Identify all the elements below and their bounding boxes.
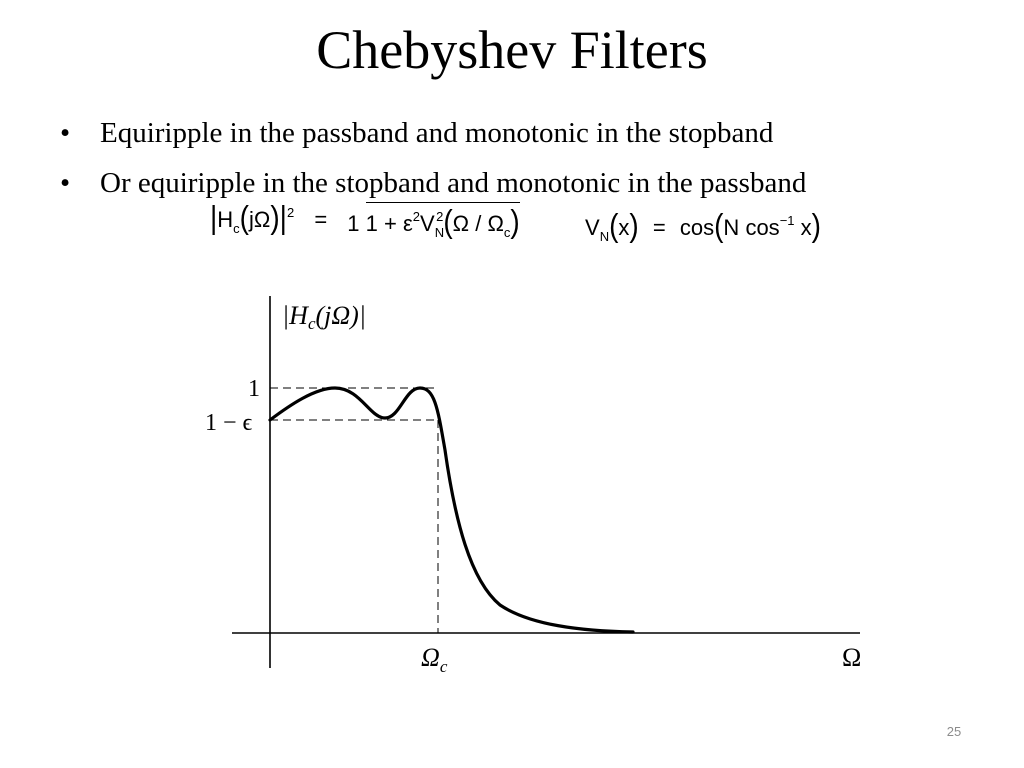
den-eps-power: 2 (412, 209, 421, 225)
y-label-h: |H (282, 301, 309, 330)
den-paren-close: ) (510, 203, 520, 240)
poly-x: x (618, 215, 630, 240)
eq-power: 2 (286, 205, 295, 220)
y-label-sub: c (308, 314, 316, 333)
y-axis-label: |Hc(jΩ)| (282, 301, 366, 333)
eq-h-sub: c (233, 221, 240, 236)
den-prefix: 1 + ε (365, 211, 413, 237)
den-paren-open: ( (443, 203, 453, 240)
poly-paren-open: ( (609, 207, 619, 244)
poly-n: N (723, 215, 740, 240)
poly-arg: x (800, 215, 812, 240)
bullet-marker: • (60, 117, 71, 149)
fraction-numerator: 1 (347, 211, 360, 237)
page-number: 25 (946, 724, 962, 739)
chebyshev-polynomial-equation: VN(x) = cos(N cos−1 x) (585, 207, 821, 244)
tick-label-one-minus-eps: 1 − ϵ (205, 410, 253, 436)
fraction: 1 1 + ε2VN2(Ω / Ωc) (347, 202, 520, 241)
bullet-list: • Equiripple in the passband and monoton… (60, 108, 980, 208)
tick-label-cutoff: Ωc (421, 643, 448, 676)
eq-equals: = (314, 207, 328, 232)
den-v-sub: N (434, 225, 445, 241)
y-label-arg: (jΩ)| (315, 301, 366, 330)
bullet-item: • Or equiripple in the stopband and mono… (60, 158, 980, 208)
den-v-power: 2 (436, 209, 444, 225)
bullet-item: • Equiripple in the passband and monoton… (60, 108, 980, 158)
den-v: V (420, 211, 435, 237)
poly-inv-power: −1 (779, 213, 795, 228)
paren-close: ) (270, 199, 280, 236)
abs-close: | (279, 199, 287, 236)
slide-title: Chebyshev Filters (316, 20, 708, 80)
eq-h: H (217, 207, 234, 232)
tick-label-one: 1 (248, 376, 260, 402)
poly-outer-paren-close: ) (811, 207, 821, 244)
bullet-text: Equiripple in the passband and monotonic… (100, 117, 774, 149)
poly-equals: = (652, 215, 666, 240)
den-ratio-sub: c (503, 225, 511, 241)
poly-cos: cos (679, 215, 715, 240)
cutoff-sub: c (440, 657, 448, 676)
poly-v-sub: N (599, 229, 610, 244)
poly-outer-paren-open: ( (714, 207, 724, 244)
x-axis-label: Ω (842, 643, 861, 672)
poly-v: V (585, 215, 600, 240)
eq-arg: jΩ (249, 207, 271, 232)
bullet-marker: • (60, 167, 71, 199)
den-ratio: Ω / Ω (452, 211, 504, 237)
cutoff-omega: Ω (421, 643, 440, 672)
magnitude-equation: |Hc(jΩ)|2 = 1 1 + ε2VN2(Ω / Ωc) (210, 199, 520, 241)
poly-cos-inv: cos (745, 215, 780, 240)
poly-paren-close: ) (629, 207, 639, 244)
abs-open: | (210, 199, 218, 236)
bullet-text: Or equiripple in the stopband and monoto… (100, 167, 807, 199)
fraction-denominator: 1 + ε2VN2(Ω / Ωc) (365, 202, 520, 241)
response-curve (268, 386, 635, 634)
paren-open: ( (239, 199, 249, 236)
